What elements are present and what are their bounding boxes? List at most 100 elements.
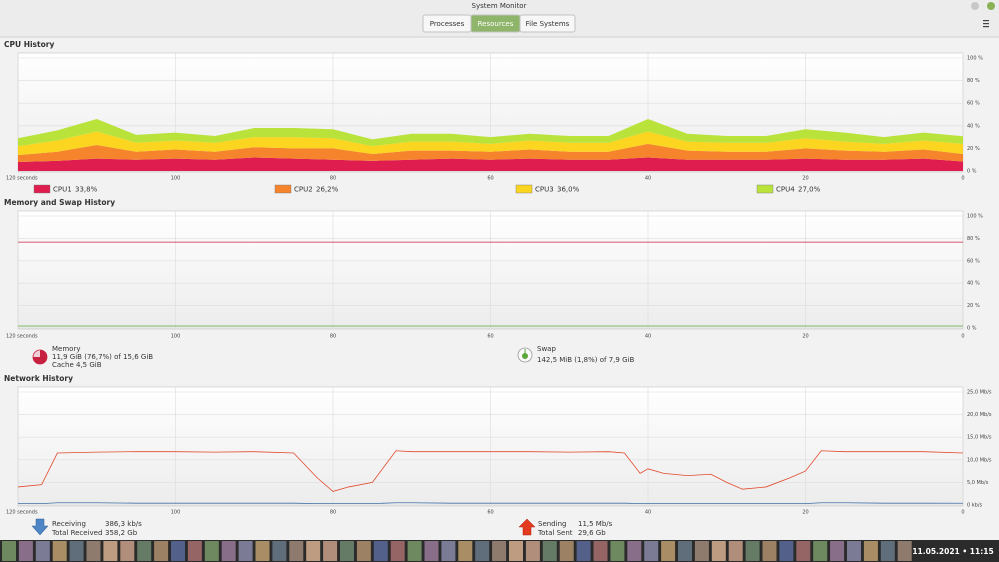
taskbar-icon[interactable] bbox=[847, 541, 861, 561]
taskbar-icon[interactable] bbox=[323, 541, 338, 561]
taskbar-icon[interactable] bbox=[221, 541, 236, 561]
memory-label: Memory bbox=[52, 345, 80, 353]
tab-label[interactable]: Resources bbox=[478, 20, 514, 28]
legend-value: 27,0% bbox=[798, 186, 821, 194]
legend-label: CPU1 bbox=[53, 186, 72, 194]
taskbar-icon[interactable] bbox=[137, 541, 152, 561]
legend-swatch[interactable] bbox=[274, 184, 292, 194]
taskbar-icon[interactable] bbox=[69, 541, 84, 561]
taskbar-icon[interactable] bbox=[289, 541, 304, 561]
legend-swatch[interactable] bbox=[33, 184, 51, 194]
taskbar-icon[interactable] bbox=[154, 541, 169, 561]
taskbar-icon[interactable] bbox=[542, 541, 557, 561]
taskbar-icon[interactable] bbox=[559, 541, 574, 561]
x-tick-label: 60 bbox=[487, 334, 493, 340]
legend-label: CPU4 bbox=[776, 186, 795, 194]
close-button[interactable] bbox=[987, 2, 995, 10]
taskbar-icon[interactable] bbox=[627, 541, 642, 561]
taskbar-icon[interactable] bbox=[694, 541, 709, 561]
taskbar-icon[interactable] bbox=[441, 541, 456, 561]
x-tick-label: 40 bbox=[645, 334, 651, 340]
taskbar-icon[interactable] bbox=[35, 541, 50, 561]
taskbar-icon[interactable] bbox=[120, 541, 135, 561]
taskbar-icon[interactable] bbox=[880, 541, 895, 561]
receive-icon[interactable] bbox=[31, 518, 49, 536]
taskbar-icon[interactable] bbox=[407, 541, 422, 561]
taskbar-icon[interactable] bbox=[728, 541, 743, 561]
taskbar-icon[interactable] bbox=[661, 541, 676, 561]
legend-swatch[interactable] bbox=[756, 184, 774, 194]
y-tick-label: 100 % bbox=[967, 56, 983, 62]
taskbar-icon[interactable] bbox=[796, 541, 811, 561]
taskbar-icon[interactable] bbox=[492, 541, 507, 561]
taskbar-icon[interactable] bbox=[576, 541, 591, 561]
series-line bbox=[17, 450, 964, 492]
taskbar-icon[interactable] bbox=[171, 541, 185, 561]
taskbar-icon[interactable] bbox=[525, 541, 540, 561]
taskbar-icon[interactable] bbox=[272, 541, 287, 561]
minimize-button[interactable] bbox=[971, 2, 979, 10]
x-tick-label: 120 seconds bbox=[6, 510, 38, 516]
taskbar-icon[interactable] bbox=[863, 541, 878, 561]
x-tick-label: 100 bbox=[171, 510, 181, 516]
tab-label[interactable]: Processes bbox=[430, 20, 465, 28]
taskbar-icon[interactable] bbox=[204, 541, 219, 561]
y-tick-label: 20,0 Mb/s bbox=[967, 412, 992, 418]
taskbar-icon[interactable] bbox=[255, 541, 270, 561]
swap-label: Swap bbox=[537, 345, 556, 353]
cpu-area bbox=[18, 119, 963, 147]
taskbar-icon[interactable] bbox=[373, 541, 388, 561]
taskbar-icon[interactable] bbox=[390, 541, 405, 561]
taskbar-icon[interactable] bbox=[103, 541, 118, 561]
network-total: 29,6 Gb bbox=[578, 529, 606, 537]
x-tick-label: 40 bbox=[645, 510, 651, 516]
y-tick-label: 20 % bbox=[967, 146, 980, 152]
taskbar-icon[interactable] bbox=[593, 541, 608, 561]
taskbar-icon[interactable] bbox=[306, 541, 321, 561]
cpu-area bbox=[18, 157, 963, 171]
taskbar-icon[interactable] bbox=[711, 541, 726, 561]
taskbar-icon[interactable] bbox=[813, 541, 828, 561]
taskbar-icon[interactable] bbox=[356, 541, 371, 561]
network-label: Receiving bbox=[52, 520, 86, 528]
taskbar-icon[interactable] bbox=[86, 541, 101, 561]
taskbar-icon[interactable] bbox=[52, 541, 67, 561]
legend-swatch[interactable] bbox=[515, 184, 533, 194]
tab-label[interactable]: File Systems bbox=[526, 20, 570, 28]
taskbar-icon[interactable] bbox=[458, 541, 473, 561]
section-heading: CPU History bbox=[4, 40, 54, 49]
network-total-label: Total Sent bbox=[537, 529, 573, 537]
tab[interactable] bbox=[519, 14, 576, 33]
taskbar-icon[interactable] bbox=[509, 541, 523, 561]
taskbar-icon[interactable] bbox=[424, 541, 439, 561]
y-tick-label: 20 % bbox=[967, 303, 980, 309]
taskbar-icon[interactable] bbox=[897, 541, 912, 561]
y-tick-label: 60 % bbox=[967, 101, 980, 107]
legend-value: 36,0% bbox=[557, 186, 580, 194]
legend-value: 33,8% bbox=[75, 186, 98, 194]
taskbar-icon[interactable] bbox=[2, 541, 16, 561]
taskbar-icon[interactable] bbox=[238, 541, 253, 561]
taskbar-icon[interactable] bbox=[644, 541, 659, 561]
legend-label: CPU3 bbox=[535, 186, 554, 194]
x-tick-label: 100 bbox=[171, 334, 181, 340]
taskbar-icon[interactable] bbox=[475, 541, 490, 561]
taskbar-icon[interactable] bbox=[779, 541, 794, 561]
taskbar-icon[interactable] bbox=[18, 541, 33, 561]
taskbar-icon[interactable] bbox=[340, 541, 354, 561]
memory-usage: 11,9 GiB (76,7%) of 15,6 GiB bbox=[52, 353, 153, 361]
taskbar-icon[interactable] bbox=[830, 541, 845, 561]
network-history: Network History 0 kb/s 5,0 Mb/s 10,0 Mb/s 15… bbox=[4, 374, 992, 537]
menu-button[interactable] bbox=[983, 20, 989, 28]
y-tick-label: 10,0 Mb/s bbox=[967, 457, 992, 463]
taskbar-icon[interactable] bbox=[187, 541, 202, 561]
taskbar-icon[interactable] bbox=[745, 541, 760, 561]
memory-history: Memory and Swap History 0 % 20 % 40 % 60 % 80… bbox=[4, 198, 983, 369]
taskbar-icon[interactable] bbox=[610, 541, 625, 561]
taskbar-icon[interactable] bbox=[678, 541, 692, 561]
send-icon[interactable] bbox=[518, 518, 536, 536]
taskbar-icon[interactable] bbox=[762, 541, 777, 561]
x-tick-label: 80 bbox=[330, 176, 336, 182]
cpu-history: CPU History 0 % 20 % 40 % 60 % 80 % 100 % 120 s… bbox=[4, 40, 983, 194]
